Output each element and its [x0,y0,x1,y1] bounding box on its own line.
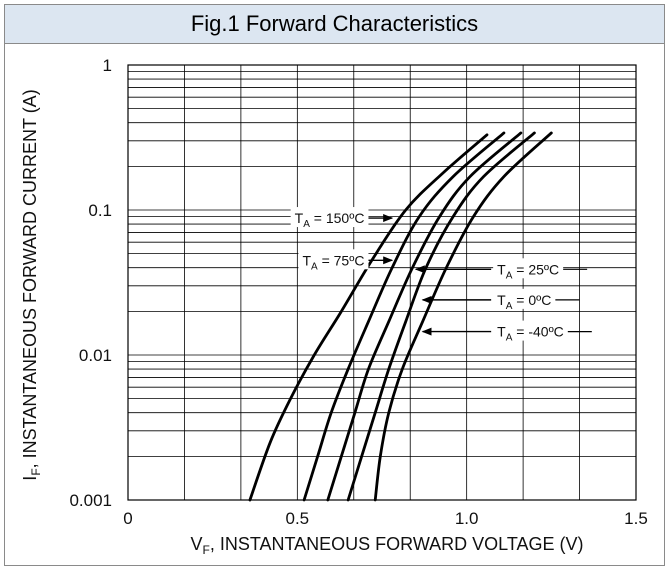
plot-area-border [127,64,637,501]
series-label-tm40: TA = -40ºC [497,324,564,344]
chart-frame: Fig.1 Forward Characteristics [4,4,665,566]
x-tick-label: 0.5 [286,509,310,528]
series-label-background [298,249,369,270]
series-line-t25 [326,131,523,502]
series-label-background [290,207,369,228]
annotation-t75: TA = 75ºC [298,249,394,272]
x-tick-label: 1.0 [455,509,479,528]
series-label-background [493,258,564,279]
x-tick-label: 0 [123,509,132,528]
annotation-t0: TA = 0ºC [421,288,580,312]
series-line-t150 [248,133,489,502]
series-annotations: TA = 150ºC TA = 75ºC TA = 25ºC TA = 0ºC TA =… [290,207,592,344]
grid [127,64,637,501]
annotation-t25: TA = 25ºC [414,258,588,281]
y-axis-title: IF, INSTANTANEOUS FORWARD CURRENT (A) [20,89,43,480]
series-line-tm40 [373,131,553,502]
series-label-background [493,288,556,309]
x-tick-label: 1.5 [624,509,648,528]
x-axis-title: VF, INSTANTANEOUS FORWARD VOLTAGE (V) [190,534,583,557]
series-line-t75 [302,131,506,502]
tick-labels: 0 0.5 1.0 1.5 0.001 0.01 0.1 1 [69,56,647,528]
y-tick-label: 0.1 [88,201,112,220]
annotation-t150: TA = 150ºC [290,207,394,230]
series-label-t0: TA = 0ºC [497,292,551,312]
series-label-t25: TA = 25ºC [497,261,559,281]
series-curves [248,131,553,502]
annotation-tm40: TA = -40ºC [421,320,592,344]
y-tick-label: 0.01 [79,346,112,365]
y-tick-label: 0.001 [69,491,112,510]
y-tick-label: 1 [103,56,112,75]
chart-title-bar: Fig.1 Forward Characteristics [5,5,664,44]
series-line-t0 [346,131,536,502]
series-label-background [493,320,568,341]
series-label-t75: TA = 75ºC [302,252,364,272]
series-label-t150: TA = 150ºC [295,210,365,230]
chart-title: Fig.1 Forward Characteristics [190,11,479,36]
